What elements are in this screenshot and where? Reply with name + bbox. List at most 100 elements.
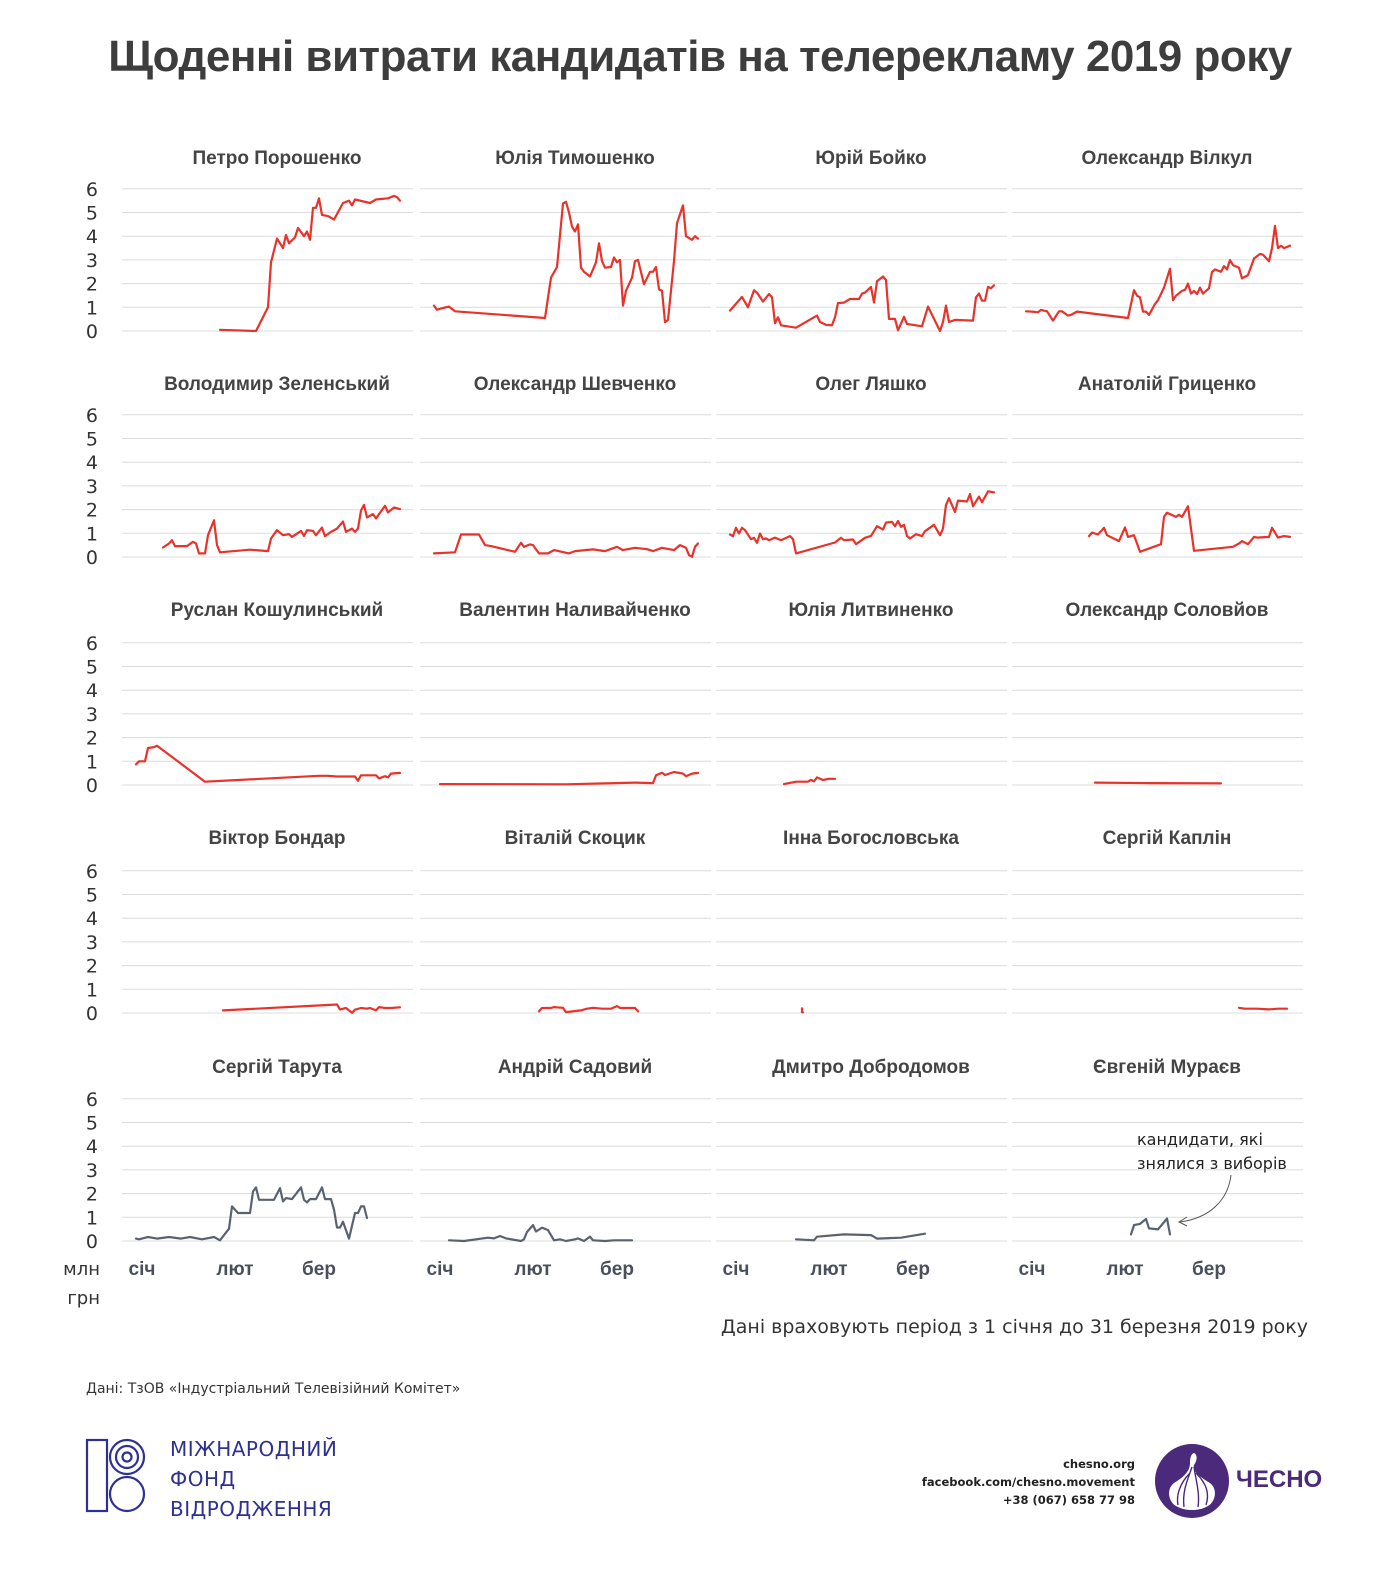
y-tick-label: 2 — [86, 956, 98, 978]
y-tick-label: 4 — [86, 1136, 98, 1158]
panel-title: Сергій Каплін — [1103, 828, 1232, 849]
y-tick-label: 6 — [86, 633, 98, 655]
panel-title: Сергій Тарута — [212, 1057, 342, 1078]
y-unit-label: млн — [63, 1259, 100, 1280]
irf-logo-icon — [85, 1438, 146, 1513]
series-line — [1093, 781, 1223, 785]
period-note: Дані враховують період з 1 січня до 31 б… — [720, 1316, 1308, 1338]
series-line — [537, 1005, 640, 1014]
y-tick-label: 3 — [86, 704, 98, 726]
series-line — [728, 275, 996, 333]
irf-line-2: ФОНД — [170, 1467, 236, 1491]
y-tick-label: 0 — [86, 1003, 98, 1025]
series-line — [728, 490, 996, 555]
chesno-logo-text: ЧЕСНО — [1236, 1466, 1323, 1493]
facebook-link[interactable]: facebook.com/chesno.movement — [921, 1475, 1135, 1489]
panel-title: Олександр Вілкул — [1082, 148, 1253, 169]
y-tick-label: 5 — [86, 429, 98, 451]
panel-title: Юрій Бойко — [815, 148, 926, 169]
page-title: Щоденні витрати кандидатів на телереклам… — [108, 32, 1292, 81]
y-tick-label: 4 — [86, 226, 98, 248]
panel-title: Олександр Шевченко — [474, 374, 677, 395]
panel-title: Анатолій Гриценко — [1078, 374, 1256, 395]
y-tick-label: 6 — [86, 179, 98, 201]
series-line — [134, 744, 402, 783]
chesno-garlic-logo-icon — [1155, 1444, 1229, 1518]
phone-number: +38 (067) 658 77 98 — [1002, 1493, 1135, 1507]
y-tick-label: 0 — [86, 1231, 98, 1253]
x-month-label: бер — [600, 1259, 634, 1280]
panel-title: Руслан Кошулинський — [171, 600, 383, 621]
panel-title: Віктор Бондар — [208, 828, 345, 849]
x-month-label: січ — [427, 1259, 454, 1280]
y-tick-label: 2 — [86, 500, 98, 522]
irf-logo-text: МІЖНАРОДНИЙ ФОНД ВІДРОДЖЕННЯ — [170, 1434, 337, 1524]
panel-title: Інна Богословська — [783, 828, 959, 849]
series-line — [794, 1232, 927, 1242]
x-month-label: січ — [1019, 1259, 1046, 1280]
y-tick-label: 6 — [86, 405, 98, 427]
y-tick-label: 2 — [86, 1184, 98, 1206]
arrow-head-icon — [1177, 1216, 1188, 1227]
y-tick-label: 6 — [86, 861, 98, 883]
panel-title: Петро Порошенко — [193, 148, 362, 169]
panel-title: Євгеній Мураєв — [1093, 1057, 1241, 1078]
series-line — [432, 200, 700, 324]
series-line — [432, 533, 700, 558]
y-tick-label: 5 — [86, 1113, 98, 1135]
series-line — [218, 194, 402, 333]
y-tick-label: 3 — [86, 250, 98, 272]
panel-title: Юлія Тимошенко — [495, 148, 655, 169]
y-tick-label: 0 — [86, 775, 98, 797]
panel-title: Валентин Наливайченко — [459, 600, 691, 621]
series-line — [134, 1186, 369, 1242]
y-tick-label: 4 — [86, 908, 98, 930]
y-tick-label: 3 — [86, 932, 98, 954]
y-tick-label: 0 — [86, 321, 98, 343]
y-tick-label: 4 — [86, 680, 98, 702]
y-tick-label: 3 — [86, 476, 98, 498]
panel-title: Дмитро Добродомов — [772, 1057, 970, 1078]
series-line — [447, 1224, 634, 1243]
y-tick-label: 1 — [86, 523, 98, 545]
x-month-label: січ — [129, 1259, 156, 1280]
annotation-text: кандидати, які — [1137, 1130, 1263, 1149]
x-month-label: лют — [514, 1259, 551, 1280]
series-line — [1087, 505, 1292, 553]
series-line — [438, 770, 700, 786]
series-line — [1237, 1006, 1289, 1011]
y-tick-label: 2 — [86, 274, 98, 296]
annotation-text: знялися з виборів — [1137, 1154, 1287, 1173]
y-tick-label: 5 — [86, 657, 98, 679]
y-tick-label: 1 — [86, 751, 98, 773]
y-tick-label: 5 — [86, 203, 98, 225]
x-month-label: лют — [1106, 1259, 1143, 1280]
series-line — [1129, 1217, 1172, 1236]
x-month-label: бер — [1192, 1259, 1226, 1280]
y-tick-label: 4 — [86, 452, 98, 474]
y-unit-label: грн — [67, 1288, 100, 1309]
series-line — [161, 503, 402, 555]
panel-title: Володимир Зеленський — [164, 374, 390, 395]
irf-line-3: ВІДРОДЖЕННЯ — [170, 1497, 333, 1521]
panel-title: Олександр Соловйов — [1066, 600, 1269, 621]
x-month-label: лют — [216, 1259, 253, 1280]
series-line — [800, 1007, 805, 1014]
series-line — [1024, 224, 1292, 322]
x-month-label: лют — [810, 1259, 847, 1280]
y-tick-label: 0 — [86, 547, 98, 569]
y-tick-label: 6 — [86, 1089, 98, 1111]
series-line — [221, 1003, 402, 1014]
x-month-label: січ — [723, 1259, 750, 1280]
website-link[interactable]: chesno.org — [1063, 1457, 1135, 1471]
y-tick-label: 2 — [86, 728, 98, 750]
y-tick-label: 1 — [86, 297, 98, 319]
irf-line-1: МІЖНАРОДНИЙ — [170, 1437, 338, 1461]
panel-title: Юлія Литвиненко — [789, 600, 954, 621]
x-month-label: бер — [302, 1259, 336, 1280]
y-tick-label: 1 — [86, 979, 98, 1001]
contacts: chesno.org facebook.com/chesno.movement … — [922, 1455, 1135, 1509]
annotation-arrow — [1179, 1174, 1232, 1223]
panel-title: Олег Ляшко — [815, 374, 926, 395]
